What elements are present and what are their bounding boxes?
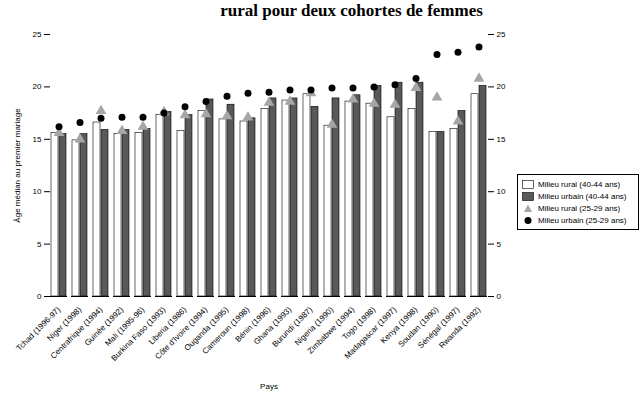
- svg-text:Cameroun (1998): Cameroun (1998): [200, 305, 252, 356]
- svg-text:Rwanda (1992): Rwanda (1992): [437, 305, 482, 350]
- svg-text:25: 25: [33, 30, 42, 39]
- svg-text:Tchad (1996-97): Tchad (1996-97): [14, 305, 63, 353]
- svg-text:Kenya (1998): Kenya (1998): [378, 305, 420, 346]
- svg-text:Centrafrique (1994): Centrafrique (1994): [48, 305, 105, 361]
- svg-text:Togo (1998): Togo (1998): [340, 305, 378, 342]
- svg-text:Guinée (1992): Guinée (1992): [82, 305, 126, 348]
- svg-text:5: 5: [497, 240, 502, 249]
- svg-text:10: 10: [33, 187, 42, 196]
- svg-text:5: 5: [37, 240, 42, 249]
- svg-text:Pays: Pays: [260, 382, 278, 391]
- html-text:rural pour deux cohortes de fe: rural pour deux cohortes de femmes: [220, 1, 483, 20]
- svg-text:Côte d'Ivoire (1994): Côte d'Ivoire (1994): [153, 305, 210, 362]
- svg-text:0: 0: [37, 292, 42, 301]
- svg-text:20: 20: [497, 82, 506, 91]
- html-text:Milieu urbain (40-44 ans): Milieu urbain (40-44 ans): [538, 191, 627, 201]
- svg-text:Burundi (1987): Burundi (1987): [270, 305, 315, 349]
- svg-text:10: 10: [497, 187, 506, 196]
- svg-text:15: 15: [497, 135, 506, 144]
- html-text:Milieu rural (40-44 ans): Milieu rural (40-44 ans): [538, 179, 621, 189]
- svg-text:25: 25: [497, 30, 506, 39]
- svg-text:Ghana (1993): Ghana (1993): [251, 305, 294, 347]
- svg-text:Burkina Faso (1993): Burkina Faso (1993): [109, 305, 168, 363]
- svg-text:Âge médian au premier mariage: Âge médian au premier mariage: [13, 108, 22, 223]
- svg-text:Mali (1995-96): Mali (1995-96): [103, 305, 147, 348]
- html-text:Milieu rural (25-29 ans): Milieu rural (25-29 ans): [538, 203, 621, 213]
- svg-text:Ouganda (1995): Ouganda (1995): [182, 305, 231, 353]
- svg-text:Sénégal (1997): Sénégal (1997): [416, 305, 462, 351]
- svg-text:Bénin (1996): Bénin (1996): [233, 305, 273, 344]
- svg-text:0: 0: [497, 292, 502, 301]
- svg-text:Zimbabwe (1994): Zimbabwe (1994): [305, 305, 357, 356]
- svg-text:15: 15: [33, 135, 42, 144]
- svg-text:Nigeria (1990): Nigeria (1990): [293, 305, 336, 348]
- html-text:Milieu urbain (25-29 ans): Milieu urbain (25-29 ans): [538, 215, 627, 225]
- svg-text:Soudan (1990): Soudan (1990): [396, 305, 441, 349]
- svg-text:20: 20: [33, 82, 42, 91]
- svg-text:Liberia (1986): Liberia (1986): [146, 305, 189, 347]
- svg-text:Madagascar (1997): Madagascar (1997): [342, 305, 399, 361]
- svg-text:Niger (1998): Niger (1998): [45, 305, 84, 343]
